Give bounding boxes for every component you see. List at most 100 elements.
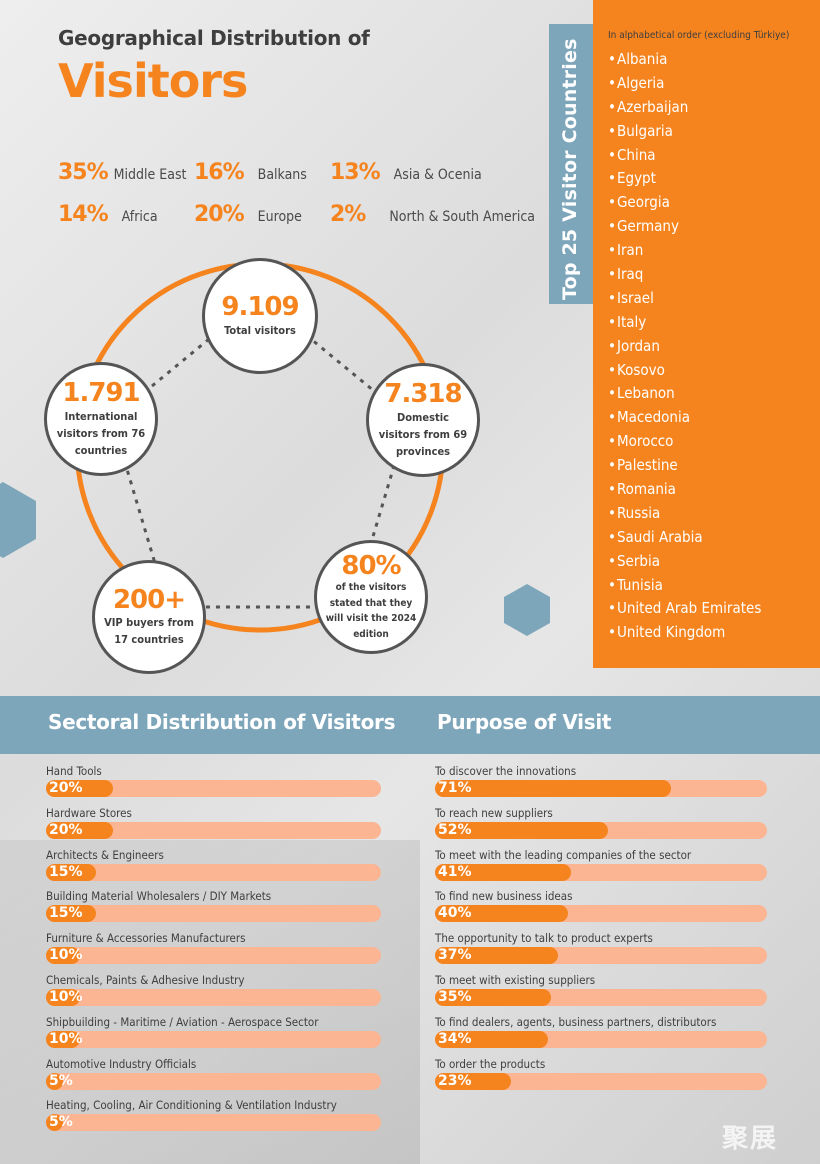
region-europe: 20% Europe bbox=[194, 202, 302, 227]
bar-fill bbox=[435, 947, 558, 965]
region-pct: 35% bbox=[58, 160, 109, 185]
bar-value-label: 41% bbox=[438, 863, 472, 880]
bar-value-label: 52% bbox=[438, 821, 472, 838]
bar-row: Hand Tools 20% bbox=[46, 764, 381, 806]
bar-label: To reach new suppliers bbox=[435, 805, 553, 820]
countries-panel-title: Top 25 Visitor Countries bbox=[559, 38, 581, 300]
country-item: Lebanon bbox=[608, 382, 761, 406]
country-item: Italy bbox=[608, 311, 761, 335]
country-item: United Kingdom bbox=[608, 621, 761, 645]
bar-label: To meet with the leading companies of th… bbox=[435, 847, 692, 862]
bar-track: 20% bbox=[46, 780, 381, 797]
bar-row: Heating, Cooling, Air Conditioning & Ven… bbox=[46, 1098, 381, 1140]
stat-vip-buyers: 200+ VIP buyers from 17 countries bbox=[92, 560, 206, 674]
stat-label: International visitors from 76 countries bbox=[56, 409, 146, 457]
bar-label: Architects & Engineers bbox=[46, 847, 164, 862]
stat-label: VIP buyers from 17 countries bbox=[104, 616, 194, 647]
country-item: Jordan bbox=[608, 335, 761, 359]
stat-label: Total visitors bbox=[224, 323, 296, 337]
bar-row: To find dealers, agents, business partne… bbox=[435, 1015, 767, 1057]
bar-row: To discover the innovations 71% bbox=[435, 764, 767, 806]
bar-label: To meet with existing suppliers bbox=[435, 973, 596, 987]
bar-fill bbox=[46, 989, 80, 1006]
country-item: Kosovo bbox=[608, 359, 761, 383]
bar-fill bbox=[46, 1030, 80, 1048]
country-item: Germany bbox=[608, 215, 761, 239]
bar-value-label: 15% bbox=[49, 905, 83, 922]
country-item: Russia bbox=[608, 502, 761, 526]
region-americas: 2% North & South America bbox=[330, 202, 535, 227]
country-item: Tunisia bbox=[608, 574, 761, 598]
bar-row: Architects & Engineers 15% bbox=[46, 848, 381, 890]
bar-track: 10% bbox=[46, 989, 381, 1006]
country-item: Iran bbox=[608, 239, 761, 263]
bar-label: Furniture & Accessories Manufacturers bbox=[46, 931, 246, 946]
region-name: Africa bbox=[121, 209, 158, 225]
region-pct: 2% bbox=[330, 202, 366, 227]
page-title-line1: Geographical Distribution of bbox=[58, 26, 370, 50]
bar-label: To discover the innovations bbox=[435, 764, 577, 778]
sectoral-title: Sectoral Distribution of Visitors bbox=[48, 710, 396, 734]
stat-return-intent: 80% of the visitors stated that they wil… bbox=[314, 540, 428, 654]
bar-fill bbox=[435, 1072, 512, 1090]
bar-track: 10% bbox=[46, 947, 381, 965]
bar-value-label: 37% bbox=[438, 947, 472, 964]
country-item: Azerbaijan bbox=[608, 96, 761, 120]
bar-row: The opportunity to talk to product exper… bbox=[435, 931, 767, 973]
bar-value-label: 20% bbox=[49, 821, 83, 838]
bar-track: 23% bbox=[435, 1072, 767, 1090]
country-item: Georgia bbox=[608, 191, 761, 215]
region-asia-oceania: 13% Asia & Ocenia bbox=[330, 160, 482, 185]
countries-panel-note: In alphabetical order (excluding Türkiye… bbox=[608, 30, 790, 41]
bar-track: 15% bbox=[46, 863, 381, 881]
country-item: Saudi Arabia bbox=[608, 526, 761, 550]
bar-value-label: 5% bbox=[49, 1114, 73, 1131]
bar-fill bbox=[46, 821, 113, 839]
country-item: Egypt bbox=[608, 167, 761, 191]
bar-track: 10% bbox=[46, 1030, 381, 1048]
bar-row: To meet with existing suppliers 35% bbox=[435, 973, 767, 1015]
country-item: Palestine bbox=[608, 454, 761, 478]
bar-row: Hardware Stores 20% bbox=[46, 806, 381, 848]
stat-value: 9.109 bbox=[221, 292, 299, 323]
bar-value-label: 15% bbox=[49, 863, 83, 880]
bar-row: Shipbuilding - Maritime / Aviation - Aer… bbox=[46, 1015, 381, 1057]
bar-value-label: 71% bbox=[438, 780, 472, 796]
bar-row: To reach new suppliers 52% bbox=[435, 806, 767, 848]
country-item: Macedonia bbox=[608, 406, 761, 430]
stat-domestic-visitors: 7.318 Domestic visitors from 69 province… bbox=[366, 363, 480, 477]
bar-label: Chemicals, Paints & Adhesive Industry bbox=[46, 973, 245, 987]
bar-track: 41% bbox=[435, 863, 767, 881]
bar-track: 5% bbox=[46, 1072, 381, 1090]
bar-row: Chemicals, Paints & Adhesive Industry 10% bbox=[46, 973, 381, 1015]
bar-track: 37% bbox=[435, 947, 767, 965]
region-middle-east: 35% Middle East bbox=[58, 160, 186, 185]
stat-international-visitors: 1.791 International visitors from 76 cou… bbox=[44, 362, 158, 476]
bar-fill bbox=[46, 780, 113, 797]
region-africa: 14% Africa bbox=[58, 202, 158, 227]
region-name: North & South America bbox=[389, 209, 535, 225]
bar-track: 40% bbox=[435, 905, 767, 923]
bar-row: To meet with the leading companies of th… bbox=[435, 848, 767, 890]
stat-total-visitors: 9.109 Total visitors bbox=[202, 258, 318, 374]
bar-fill bbox=[435, 780, 671, 797]
country-item: Serbia bbox=[608, 550, 761, 574]
country-item: Bulgaria bbox=[608, 120, 761, 144]
bar-label: Shipbuilding - Maritime / Aviation - Aer… bbox=[46, 1014, 319, 1029]
bar-track: 15% bbox=[46, 905, 381, 923]
bar-label: Building Material Wholesalers / DIY Mark… bbox=[46, 889, 272, 904]
watermark-logo: 聚展 bbox=[722, 1124, 779, 1154]
country-item: Iraq bbox=[608, 263, 761, 287]
bar-value-label: 10% bbox=[49, 989, 83, 1005]
bar-value-label: 10% bbox=[49, 947, 83, 964]
hexagon-decoration-right bbox=[504, 584, 550, 636]
bar-track: 20% bbox=[46, 821, 381, 839]
region-name: Asia & Ocenia bbox=[393, 167, 482, 183]
country-item: China bbox=[608, 144, 761, 168]
country-list: AlbaniaAlgeriaAzerbaijanBulgariaChinaEgy… bbox=[608, 48, 761, 645]
bar-label: To order the products bbox=[435, 1056, 546, 1071]
country-item: Romania bbox=[608, 478, 761, 502]
stat-value: 200+ bbox=[112, 584, 186, 615]
region-pct: 20% bbox=[194, 202, 245, 227]
bar-label: Automotive Industry Officials bbox=[46, 1056, 197, 1071]
